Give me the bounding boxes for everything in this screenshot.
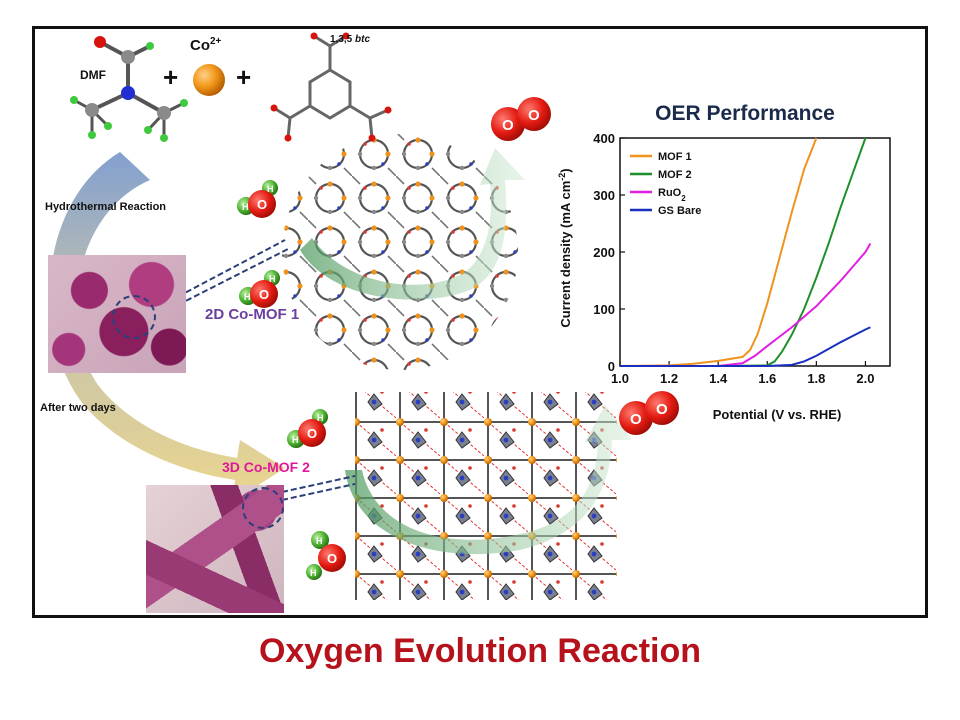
- oxygen-molecule-2: O O: [619, 391, 679, 435]
- btc-molecule: [273, 34, 389, 139]
- x-tick-label: 1.4: [709, 371, 728, 386]
- after-two-days-label: After two days: [40, 402, 116, 414]
- legend-label: RuO2: [658, 187, 686, 203]
- svg-text:H: H: [242, 202, 249, 212]
- svg-text:H: H: [317, 413, 324, 423]
- legend-label: GS Bare: [658, 205, 701, 217]
- water-molecule-1: H O H: [237, 180, 278, 218]
- chart-title: OER Performance: [655, 102, 835, 125]
- btc-atoms: [270, 32, 392, 142]
- mof2-structure: [355, 392, 617, 600]
- chart-plot-area: 1.0 1.2 1.4 1.6 1.8 2.0 0 100 200 300 400 MOF 1 MOF …: [593, 131, 891, 386]
- water-molecule-2: H O H: [239, 270, 280, 308]
- mof2-crystal-photo: [146, 485, 284, 613]
- y-axis-label: Current density (mA cm-2): [557, 168, 573, 327]
- svg-text:H: H: [267, 184, 274, 194]
- svg-text:O: O: [259, 287, 269, 302]
- svg-text:O: O: [630, 411, 642, 428]
- series-line-gs-bare: [620, 326, 871, 367]
- mof1-label: 2D Co-MOF 1: [205, 306, 300, 323]
- x-tick-label: 2.0: [856, 371, 874, 386]
- svg-text:O: O: [307, 426, 317, 441]
- svg-text:O: O: [257, 197, 267, 212]
- co-label: Co2+: [190, 36, 222, 54]
- oxygen-molecule-1: O O: [491, 97, 551, 141]
- legend-label: MOF 1: [658, 151, 692, 163]
- y-tick-label: 300: [593, 188, 615, 203]
- process-arrow: [49, 152, 285, 502]
- plus-sign-1: +: [163, 62, 179, 92]
- svg-text:H: H: [310, 568, 317, 578]
- y-tick-label: 400: [593, 131, 615, 146]
- svg-text:H: H: [269, 274, 276, 284]
- x-tick-label: 1.8: [807, 371, 825, 386]
- svg-text:O: O: [502, 117, 514, 134]
- x-tick-label: 1.0: [611, 371, 629, 386]
- water-molecule-3: H O H: [287, 409, 328, 448]
- svg-text:H: H: [244, 292, 251, 302]
- mof1-structure: [282, 134, 518, 370]
- svg-text:O: O: [528, 107, 540, 124]
- footer-title: Oxygen Evolution Reaction: [258, 632, 702, 670]
- hydrothermal-reaction-label: Hydrothermal Reaction: [45, 201, 167, 213]
- svg-text:O: O: [327, 551, 337, 566]
- y-tick-label: 0: [608, 359, 615, 374]
- svg-text:H: H: [316, 536, 323, 546]
- svg-text:O: O: [656, 401, 668, 418]
- y-tick-label: 200: [593, 245, 615, 260]
- mof2-label: 3D Co-MOF 2: [222, 459, 310, 475]
- water-molecule-4: H O H: [306, 531, 346, 580]
- series-line-mof-2: [620, 137, 867, 367]
- mof1-crystal-photo: [48, 255, 186, 373]
- oer-performance-chart: OER Performance 1.0 1.2 1.4 1.6 1.8 2.0 0 100 20…: [557, 102, 891, 422]
- co-ion-sphere: [193, 64, 225, 96]
- x-axis-label: Potential (V vs. RHE): [713, 407, 842, 422]
- dmf-label: DMF: [80, 68, 106, 82]
- svg-text:H: H: [292, 435, 299, 445]
- dmf-molecule: [70, 36, 188, 142]
- series-line-ruo2: [620, 242, 872, 367]
- x-tick-label: 1.6: [758, 371, 776, 386]
- y-tick-label: 100: [593, 302, 615, 317]
- mof1-reaction-arrow: [300, 148, 525, 300]
- x-tick-label: 1.2: [660, 371, 678, 386]
- plus-sign-2: +: [236, 62, 252, 92]
- series-line-mof-1: [619, 137, 818, 367]
- mof2-reaction-arrow: [345, 405, 632, 555]
- legend-label: MOF 2: [658, 169, 692, 181]
- btc-label: 1,3,5 btc: [330, 34, 371, 45]
